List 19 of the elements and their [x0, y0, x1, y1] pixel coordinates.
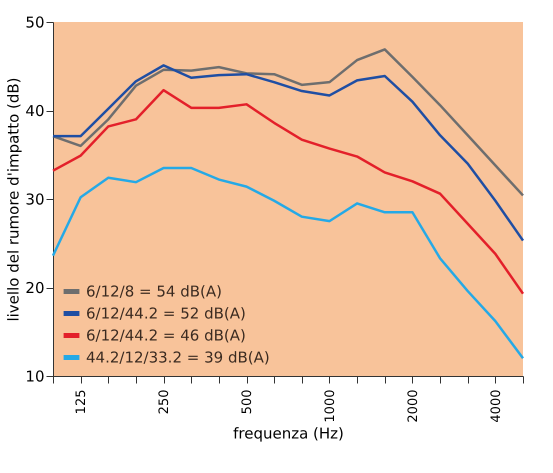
line-series	[52, 64, 524, 242]
x-tick-label: 2000	[406, 390, 421, 423]
y-tick-label: 30	[25, 190, 44, 208]
x-tick-label: 125	[74, 390, 90, 414]
legend-label: 6/12/44.2 = 46 dB(A)	[86, 326, 246, 344]
line-series	[52, 48, 524, 197]
x-axis-title: frequenza (Hz)	[233, 424, 344, 443]
legend-label: 6/12/44.2 = 52 dB(A)	[86, 304, 246, 322]
x-tick-label: 1000	[322, 390, 338, 423]
x-tick-label: 4000	[488, 390, 504, 423]
y-axis-title: livello del rumore d'impatto (dB)	[4, 77, 22, 322]
legend-label: 44.2/12/33.2 = 39 dB(A)	[86, 348, 270, 366]
legend-label: 6/12/8 = 54 dB(A)	[86, 282, 222, 300]
x-tick-label: 500	[240, 390, 256, 414]
y-tick-label: 50	[25, 14, 44, 32]
y-tick-label: 10	[25, 368, 44, 386]
y-tick-label: 20	[25, 279, 44, 297]
y-tick-label: 40	[25, 102, 44, 120]
x-tick-label: 250	[157, 390, 172, 414]
